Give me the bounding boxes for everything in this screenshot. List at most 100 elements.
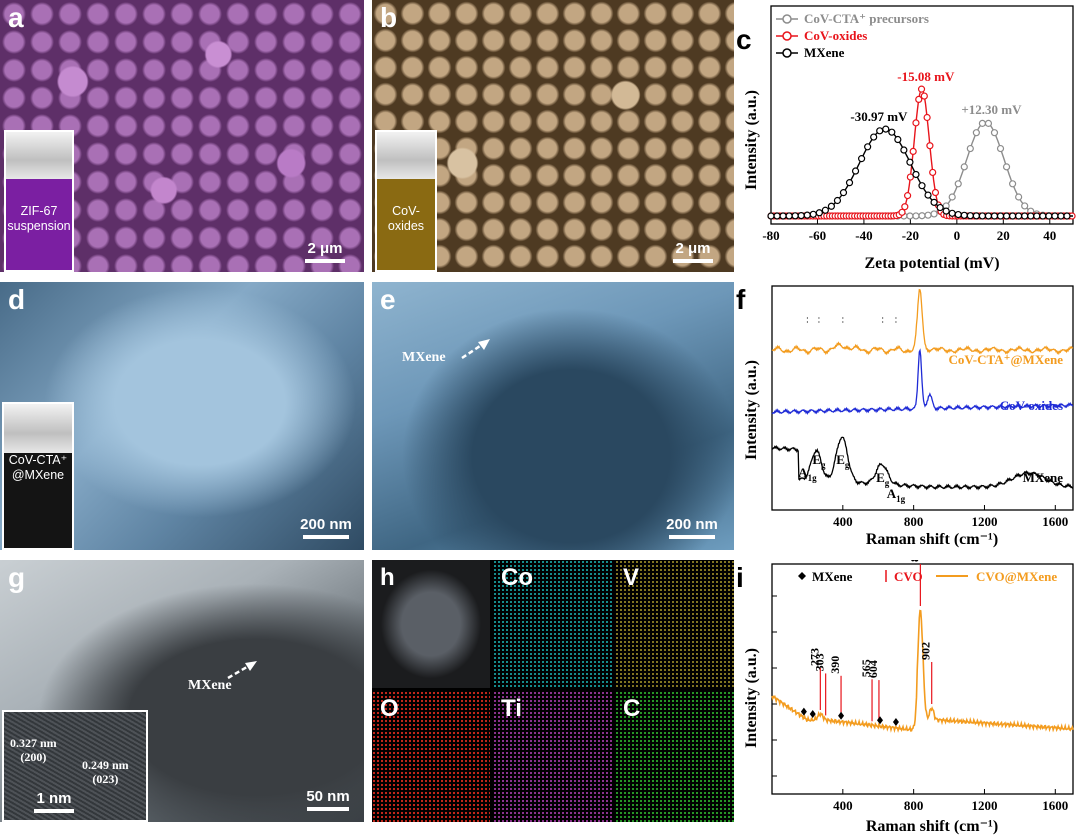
- c-data-point: [845, 179, 854, 187]
- vial-label-line1: CoV-: [392, 203, 420, 218]
- panel-a-sem-image: a ZIF-67 suspension 2 μm: [0, 0, 364, 272]
- c-legend-marker: [782, 31, 792, 41]
- vial-label-line1: CoV-CTA⁺: [8, 452, 68, 467]
- vial-label-line2: @MXene: [11, 467, 65, 482]
- panel-e-label: e: [380, 284, 396, 315]
- f-series-label: MXene: [1023, 470, 1064, 485]
- i-plot-frame: [771, 563, 1074, 795]
- d-spacing-2: 0.249 nm: [82, 758, 129, 772]
- cov-oxides-vial-inset: CoV- oxides: [375, 130, 437, 272]
- c-data-point: [966, 212, 974, 220]
- c-data-point: [1015, 212, 1023, 220]
- c-data-point: [972, 212, 980, 220]
- c-data-point: [901, 203, 909, 211]
- c-data-point: [851, 167, 860, 175]
- eds-label-ti: Ti: [501, 695, 522, 722]
- c-data-point: [1009, 212, 1017, 220]
- c-data-point: [857, 155, 866, 163]
- c-x-tick-label: -60: [809, 228, 826, 243]
- d-spacing-1: 0.327 nm: [10, 736, 57, 750]
- c-data-point: [1009, 180, 1017, 188]
- c-data-point: [948, 209, 956, 217]
- panel-d-scalebar: 200 nm: [294, 516, 358, 539]
- c-data-point: [839, 189, 848, 197]
- c-data-point: [929, 168, 937, 177]
- c-data-point: [918, 212, 926, 220]
- c-data-point: [906, 173, 914, 181]
- eds-tile-sem: h: [372, 560, 490, 688]
- c-data-point: [1063, 212, 1071, 220]
- c-data-point: [1002, 212, 1011, 220]
- c-data-point: [912, 170, 920, 179]
- c-data-point: [978, 212, 986, 220]
- eds-label-c: C: [623, 695, 641, 722]
- panel-a-label: a: [8, 2, 24, 33]
- panel-i-label: i: [736, 562, 744, 593]
- c-data-point: [815, 209, 823, 217]
- i-legend-mxene-marker: [798, 572, 806, 580]
- i-peak-value: 273: [807, 648, 821, 666]
- panel-b-scalebar: 2 μm: [668, 240, 718, 263]
- c-data-point: [930, 210, 938, 218]
- c-peak-label: +12.30 mV: [961, 102, 1022, 117]
- i-mxene-marker: [892, 718, 899, 726]
- eds-tile-ti: Ti: [493, 691, 612, 822]
- mxene-arrow: [227, 661, 257, 680]
- c-data-point: [966, 144, 974, 153]
- c-data-point: [876, 127, 884, 135]
- c-data-point: [791, 212, 799, 220]
- zif67-vial-inset: ZIF-67 suspension: [4, 130, 74, 272]
- plane-1: (200): [20, 750, 47, 765]
- raman-f-svg: 400 800 1200 1600 CoV-CTA⁺@MXene CoV-oxides MX…: [743, 285, 1074, 548]
- c-data-point: [954, 180, 962, 188]
- c-data-point: [1039, 212, 1047, 220]
- vial-label-line2: oxides: [387, 218, 425, 233]
- c-plot-frame: [770, 5, 1074, 225]
- i-series-line: [771, 609, 1074, 734]
- panel-d-sem-image: d CoV-CTA⁺ @MXene 200 nm: [0, 282, 364, 550]
- c-data-point: [990, 212, 999, 220]
- f-mode-label: Eg: [812, 452, 826, 470]
- c-data-point: [960, 163, 968, 171]
- c-data-point: [827, 202, 836, 210]
- zeta-chart-svg: -80 -60 -40 -20 0 20 40 +12.30 mV -15.08 mV -30.9…: [743, 5, 1076, 272]
- panel-g-tem-image: g MXene 0.327 nm (200) 0.249 nm (023) 1 …: [0, 560, 364, 822]
- i-x-tick-label: 1600: [1042, 798, 1068, 813]
- i-x-tick-label: 1200: [971, 798, 997, 813]
- i-mxene-marker: [838, 711, 845, 720]
- inset-scalebar: 1 nm: [24, 790, 84, 813]
- c-x-tick-label: 0: [954, 228, 961, 243]
- c-ylabel: Intensity (a.u.): [743, 90, 760, 190]
- c-data-point: [978, 119, 986, 127]
- i-mxene-marker: [809, 709, 816, 718]
- c-x-tick-label: -40: [855, 228, 872, 243]
- c-series-line: [771, 121, 1073, 217]
- c-data-point: [1045, 212, 1053, 220]
- c-data-point: [909, 147, 917, 156]
- panel-e-scalebar: 200 nm: [660, 516, 724, 539]
- c-data-point: [984, 119, 993, 127]
- c-data-point: [888, 128, 896, 136]
- eds-tile-o: O: [372, 691, 490, 822]
- eds-label-o: O: [380, 695, 399, 722]
- c-data-point: [920, 92, 928, 100]
- panel-h-eds-maps: h Co V O Ti C: [372, 560, 734, 822]
- c-data-point: [926, 142, 934, 150]
- panel-b-label: b: [380, 2, 398, 33]
- i-peak-value: 565: [859, 659, 873, 677]
- c-data-point: [894, 135, 902, 144]
- c-data-point: [779, 212, 787, 220]
- panel-g-scalebar: 50 nm: [298, 788, 358, 811]
- c-data-point: [936, 203, 944, 212]
- panel-e-tem-image: e MXene 200 nm: [372, 282, 734, 550]
- vial-label-line2: suspension: [7, 218, 71, 233]
- f-series-label: CoV-CTA⁺@MXene: [948, 352, 1063, 367]
- c-data-point: [917, 85, 926, 93]
- c-data-point: [767, 212, 775, 220]
- hrtem-inset: 0.327 nm (200) 0.249 nm (023) 1 nm: [2, 710, 148, 822]
- c-peak-label: -15.08 mV: [897, 69, 955, 84]
- c-data-point: [1033, 212, 1041, 220]
- f-x-tick-label: 800: [904, 514, 924, 529]
